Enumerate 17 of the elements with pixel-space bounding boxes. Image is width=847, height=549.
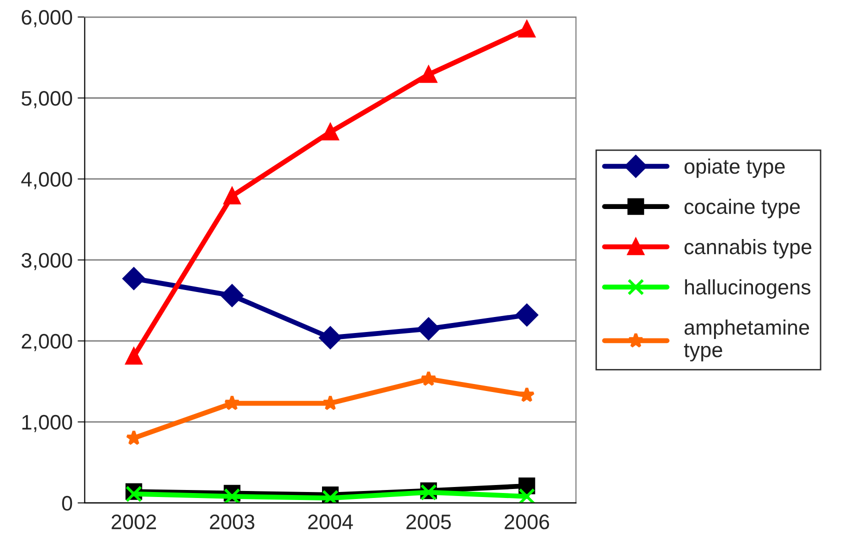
y-tick-label: 3,000: [22, 252, 72, 270]
legend-label: hallucinogens: [685, 279, 810, 299]
y-tick-label: 4,000: [21, 172, 72, 190]
legend-label: cannabis type: [684, 239, 812, 258]
legend-label: amphetamine type: [684, 320, 810, 362]
x-tick-label: 2003: [210, 514, 254, 530]
x-tick-label: 2006: [504, 514, 550, 530]
y-tick-label: 2,000: [22, 334, 72, 352]
legend-label: cocaine type: [684, 198, 800, 218]
x-tick-label: 2002: [112, 514, 156, 530]
x-tick-label: 2005: [406, 514, 451, 530]
x-tick-label: 2004: [308, 514, 353, 530]
y-tick-label: 1,000: [22, 414, 72, 432]
y-tick-label: 6,000: [22, 10, 72, 28]
legend-label: opiate type: [684, 158, 785, 178]
y-tick-label: 0: [62, 496, 72, 511]
y-tick-label: 5,000: [22, 91, 72, 108]
